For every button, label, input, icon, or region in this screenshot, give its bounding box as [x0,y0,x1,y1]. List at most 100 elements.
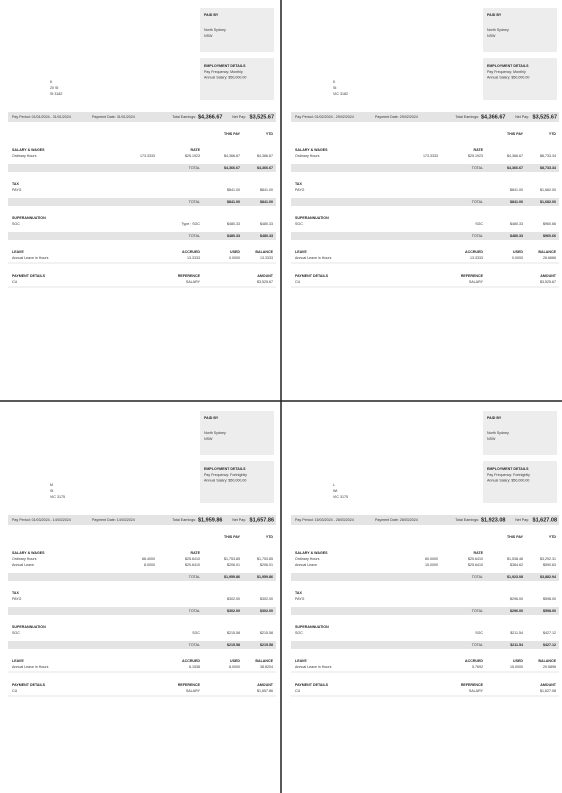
net-pay: $3,525.67 [533,114,557,120]
row-label: PAYG [12,597,22,601]
total-band [8,573,276,581]
employment-box [483,461,557,503]
total-band [8,198,276,206]
section-header: AMOUNT [257,274,274,278]
section-title: TAX [12,182,20,186]
cell-value: $1,657.86 [257,689,273,693]
payment-date: Payment Date: 29/02/2024 [375,115,418,119]
section-header: RATE [473,551,483,555]
total-value: $841.00 [510,200,523,204]
section-header: RATE [190,551,200,555]
cell-value: $427.12 [543,631,556,635]
paid-by-box [483,411,557,455]
cell-value: $841.00 [227,188,240,192]
row-label: PAYG [295,597,305,601]
section-title: SALARY & WAGES [295,551,328,555]
total-label: TOTAL [189,575,200,579]
total-band [8,164,276,172]
employee-address: 20 St [50,86,58,90]
section-title: LEAVE [12,250,24,254]
cell-value: SGC [192,631,200,635]
paid-by-line: NSW [487,34,496,38]
net-label: Net Pay: [515,518,529,522]
section-title: LEAVE [295,250,307,254]
cell-value: $211.54 [510,631,523,635]
cell-value: $1,682.00 [540,188,556,192]
section-header: AMOUNT [540,683,557,687]
row-label: PAYG [295,188,305,192]
total-label: TOTAL [189,643,200,647]
section-title: TAX [295,591,303,595]
total-value: $302.00 [227,609,240,613]
total-value: $841.00 [260,200,273,204]
section-title: TAX [295,182,303,186]
paid-by-heading: PAID BY [487,13,502,17]
pay-period: Pay Period: 15/03/2024 - 28/03/2024 [295,518,354,522]
section-title: SUPERANNUATION [295,625,329,629]
total-band [291,641,559,649]
cell-value: SALARY [186,280,201,284]
cell-value: 26.6666 [543,256,556,260]
total-value: $3,882.94 [540,575,556,579]
total-label: Total Earnings: [172,115,196,119]
employment-heading: EMPLOYMENT DETAILS [204,64,246,68]
cell-value: 5.7692 [472,665,483,669]
total-value: $1,959.86 [224,575,240,579]
paid-by-line: North Sydney [487,28,509,32]
paid-by-box [200,411,274,455]
employee-address: St [333,86,336,90]
section-title: TAX [12,591,20,595]
row-label: SGC [295,222,303,226]
total-value: $215.58 [260,643,273,647]
employment-line: Annual Salary: $50,000.00 [487,478,529,482]
total-earnings: $4,366.67 [198,114,222,120]
section-header: BALANCE [255,250,273,254]
section-header: ACCRUED [465,250,483,254]
column-header: THIS PAY [507,132,524,136]
total-label: Total Earnings: [455,518,479,522]
paid-by-box [483,8,557,52]
cell-value: $960.66 [543,222,556,226]
section-header: REFERENCE [461,683,484,687]
cell-value: SGC [475,222,483,226]
cell-value: 38.8204 [260,665,273,669]
cell-value: $25.6410 [468,563,483,567]
payment-date: Payment Date: 28/03/2024 [375,518,418,522]
total-value: $960.66 [543,234,556,238]
section-title: SALARY & WAGES [12,551,45,555]
row-label: Annual Leave [295,563,317,567]
employee-address: M [50,483,53,487]
payment-date: Payment Date: 31/01/2024 [92,115,135,119]
row-label: CU [295,280,301,284]
cell-value: 13.3333 [187,256,200,260]
total-band [291,232,559,240]
cell-value: $590.63 [543,563,556,567]
employee-address: L [333,483,335,487]
cell-value: $1,753.85 [257,557,273,561]
summary-band [8,515,276,525]
total-label: TOTAL [189,234,200,238]
section-title: LEAVE [295,659,307,663]
total-label: Total Earnings: [172,518,196,522]
section-header: ACCRUED [182,659,200,663]
row-label: CU [12,689,18,693]
column-header: YTD [266,535,274,539]
row-label: CU [295,689,301,693]
cell-value: SALARY [186,689,201,693]
net-pay: $1,657.86 [250,517,274,523]
column-header: YTD [549,535,557,539]
employment-box [200,461,274,503]
cell-value: $4,366.67 [257,154,273,158]
cell-value: $384.62 [510,563,523,567]
section-title: PAYMENT DETAILS [12,274,46,278]
total-label: TOTAL [472,575,483,579]
summary-band [291,515,559,525]
section-header: REFERENCE [178,683,201,687]
row-label: SGC [295,631,303,635]
cell-value: $215.58 [227,631,240,635]
cell-value: $8,733.34 [540,154,556,158]
net-pay: $3,525.67 [250,114,274,120]
paid-by-heading: PAID BY [204,416,219,420]
cell-value: 13.3333 [260,256,273,260]
row-label: PAYG [12,188,22,192]
